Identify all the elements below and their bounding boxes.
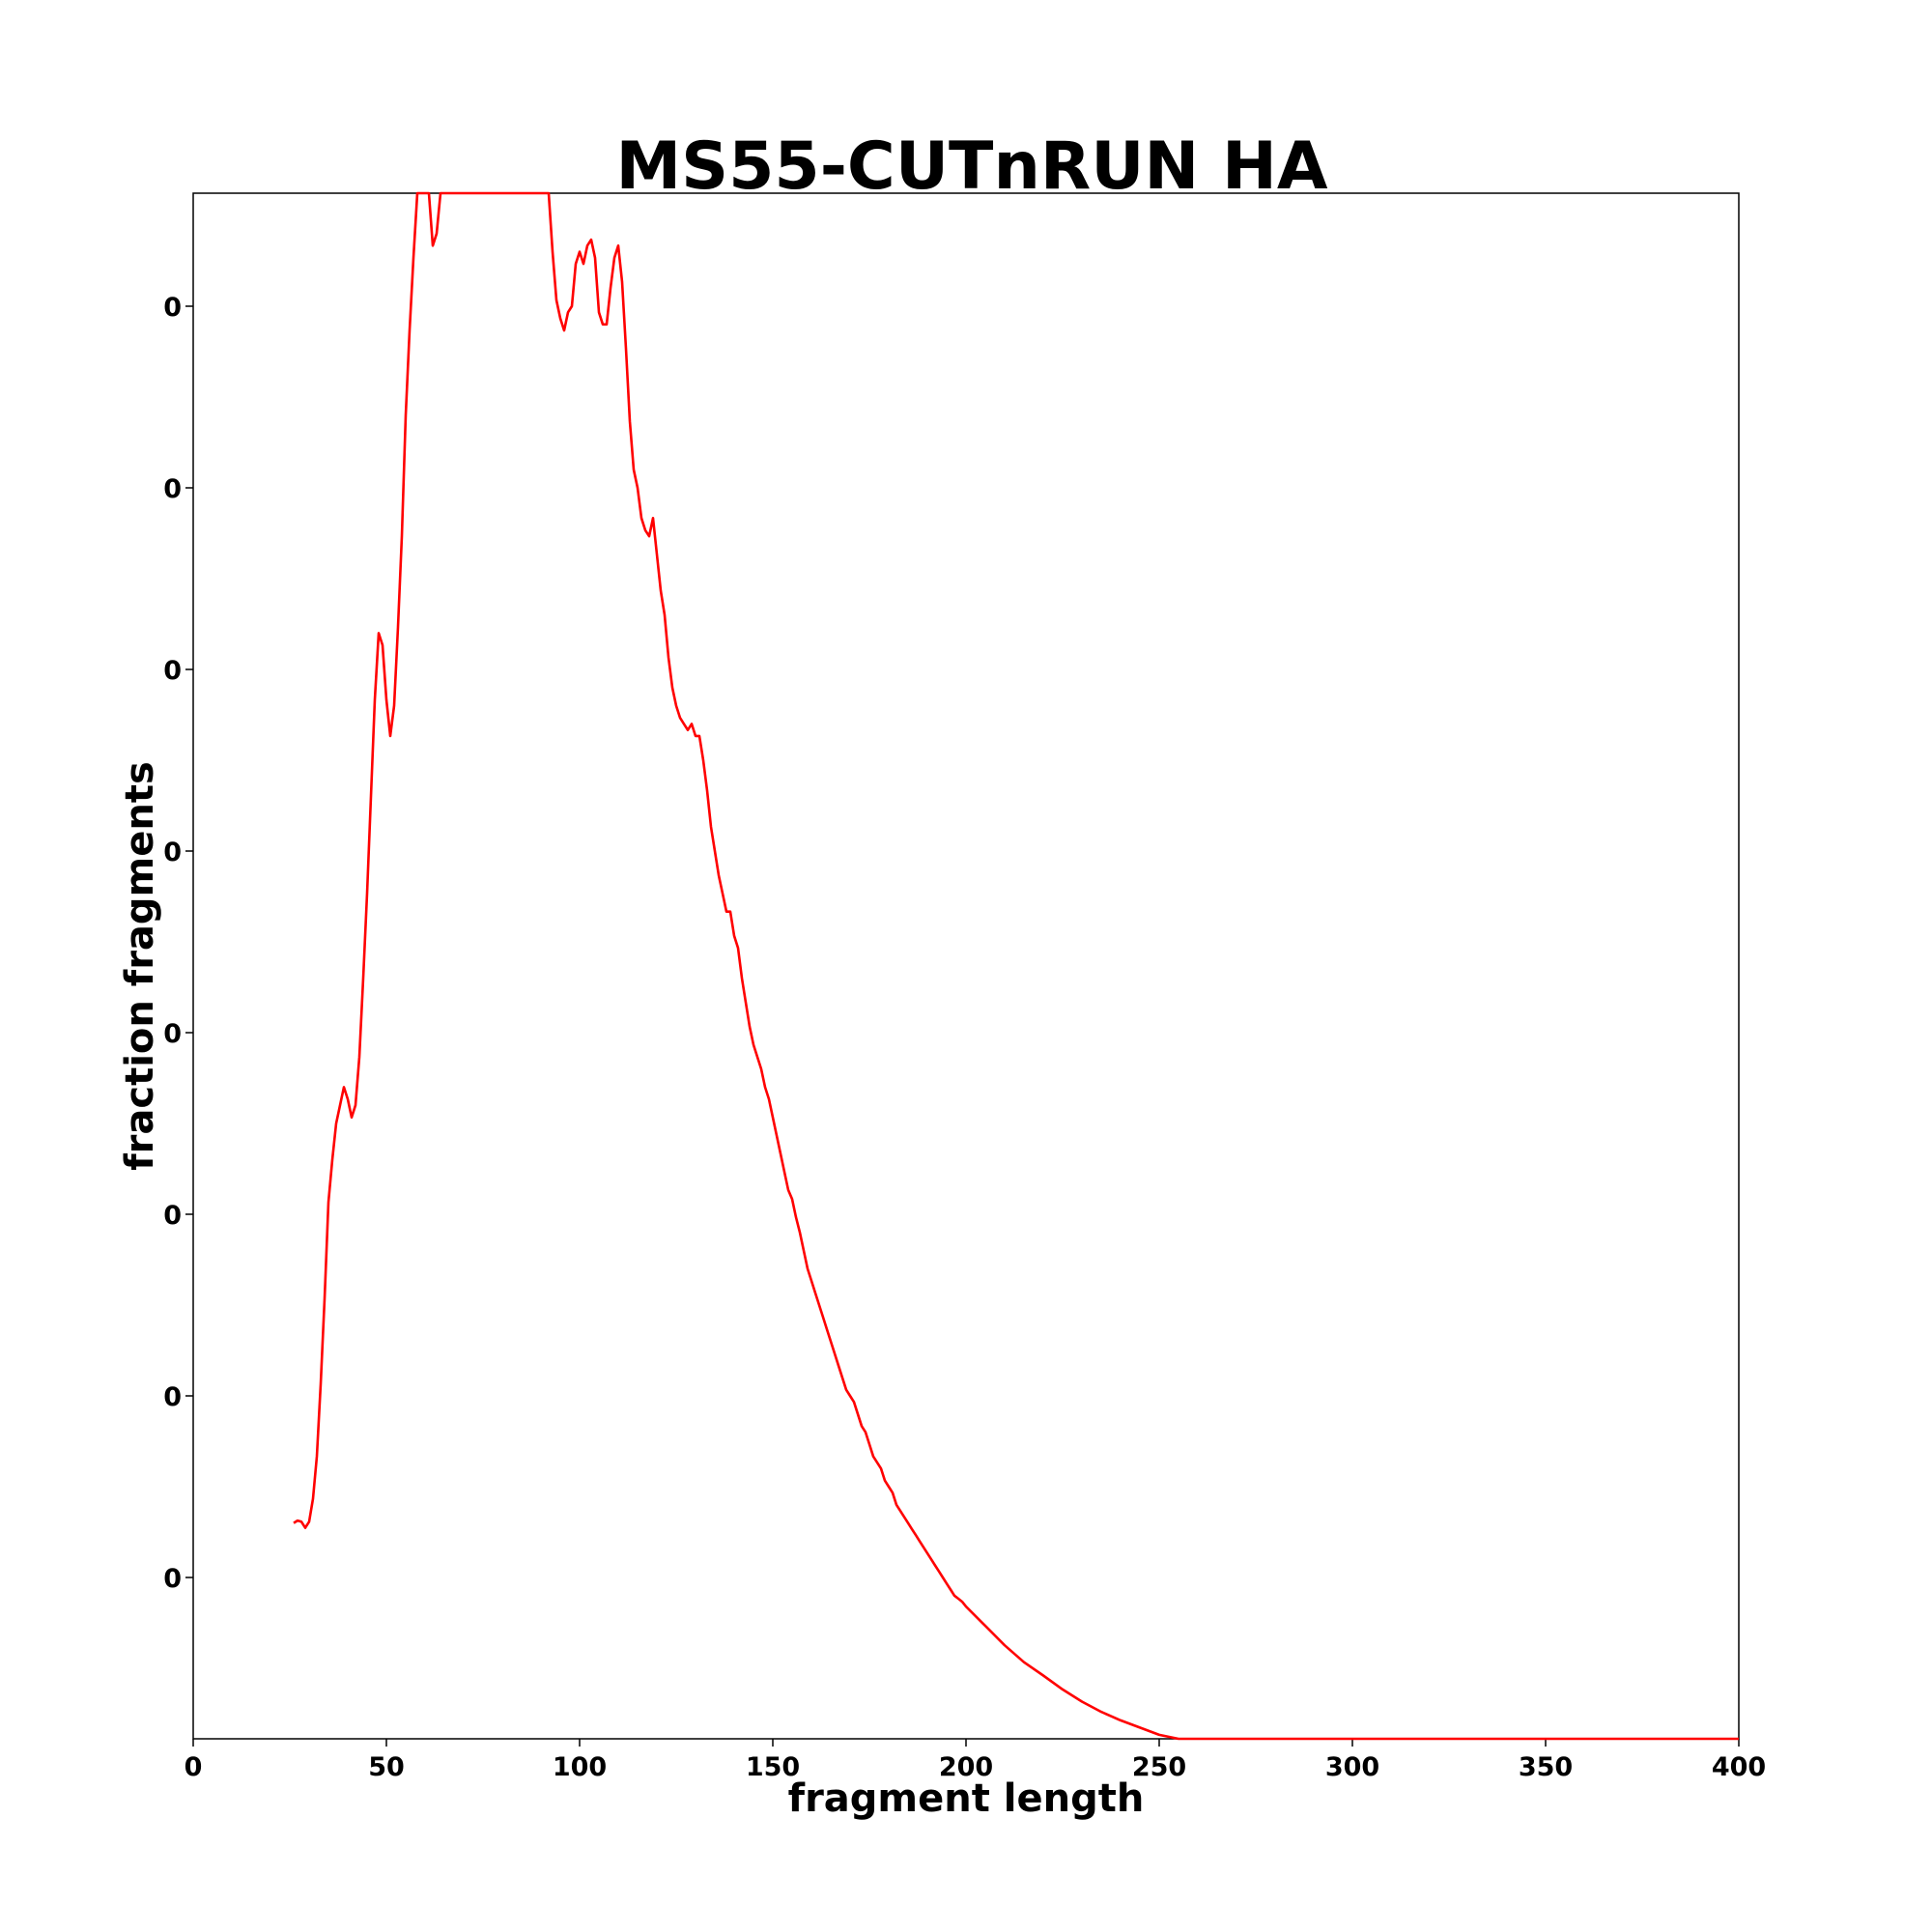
y-tick-label: 0 <box>163 1564 182 1594</box>
x-tick-label: 150 <box>746 1752 800 1782</box>
series-layer <box>293 191 1739 1741</box>
x-tick-label: 400 <box>1712 1752 1766 1782</box>
x-tick-label: 200 <box>939 1752 993 1782</box>
x-tick-label: 100 <box>553 1752 607 1782</box>
y-axis-label: fraction fragments <box>118 761 162 1171</box>
x-axis: 0 50 100 150 200 250 300 350 400 <box>185 1739 1766 1782</box>
x-tick-label: 250 <box>1132 1752 1186 1782</box>
series-line <box>293 191 1739 1741</box>
x-axis-label: fragment length <box>788 1776 1145 1821</box>
x-tick-label: 50 <box>368 1752 405 1782</box>
y-tick-label: 0 <box>163 1382 182 1412</box>
y-tick-label: 0 <box>163 1201 182 1231</box>
y-tick-label: 0 <box>163 474 182 504</box>
y-tick-label: 0 <box>163 1019 182 1049</box>
chart-title: MS55-CUTnRUN HA <box>615 128 1327 205</box>
plot-frame <box>192 192 1740 1740</box>
y-tick-label: 0 <box>163 656 182 686</box>
x-tick-label: 300 <box>1325 1752 1379 1782</box>
y-tick-label: 0 <box>163 293 182 323</box>
y-tick-label: 0 <box>163 838 182 867</box>
y-axis: 0 0 0 0 0 0 0 0 <box>163 293 193 1594</box>
x-tick-label: 0 <box>185 1752 203 1782</box>
x-tick-label: 350 <box>1519 1752 1573 1782</box>
